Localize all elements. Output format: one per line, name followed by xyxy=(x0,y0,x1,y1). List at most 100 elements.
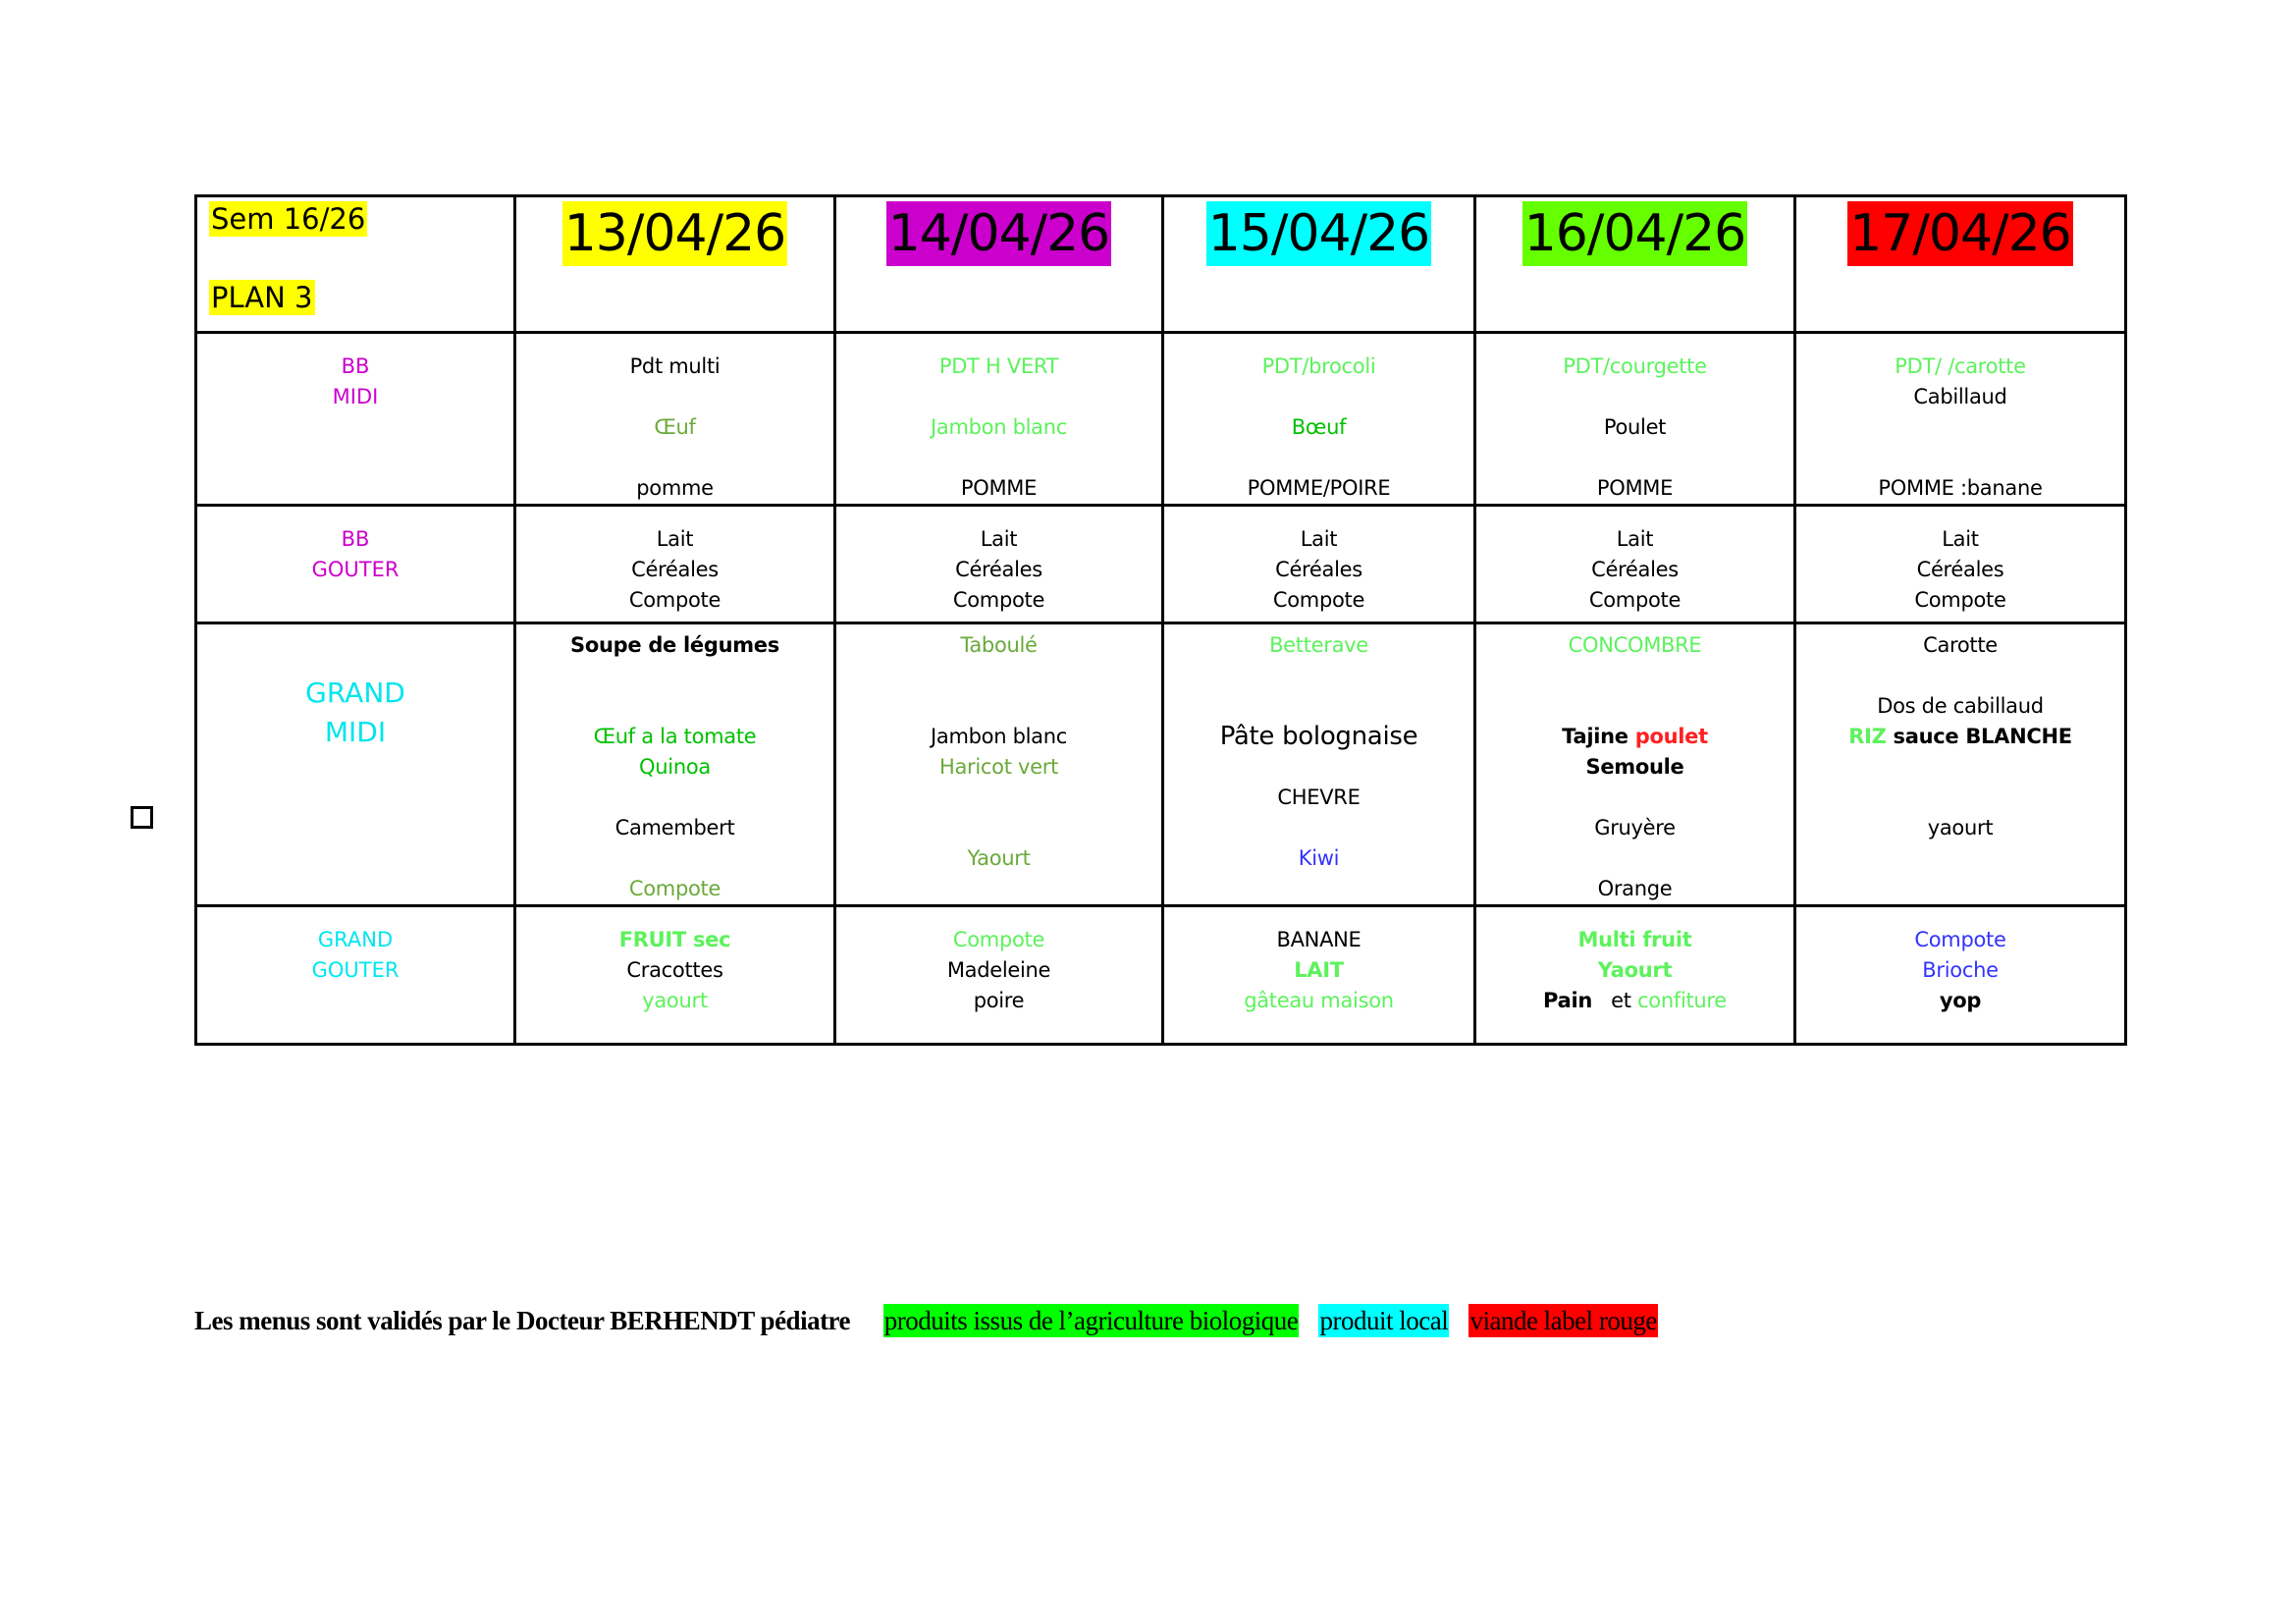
day-date: 16/04/26 xyxy=(1522,201,1748,266)
menu-line xyxy=(516,691,833,722)
menu-item: POMME xyxy=(960,476,1038,500)
menu-line: Yaourt xyxy=(1476,955,1793,986)
menu-item: gâteau maison xyxy=(1244,989,1394,1012)
menu-item: confiture xyxy=(1637,989,1727,1012)
day-date: 13/04/26 xyxy=(561,201,788,266)
menu-line: CONCOMBRE xyxy=(1476,630,1793,661)
menu-item: Yaourt xyxy=(967,846,1031,870)
menu-item: Compote xyxy=(1588,588,1682,612)
meal-label: BB xyxy=(341,527,370,551)
menu-line: Taboulé xyxy=(836,630,1161,661)
day-header: 13/04/26 xyxy=(513,194,836,334)
menu-item: Kiwi xyxy=(1298,846,1340,870)
menu-line: CHEVRE xyxy=(1164,783,1473,813)
day-date: 17/04/26 xyxy=(1847,201,2073,266)
menu-cell: PDT/ /carotte Cabillaud POMME :banane xyxy=(1793,331,2127,507)
menu-item: PDT H VERT xyxy=(938,354,1059,378)
menu-line xyxy=(1476,382,1793,412)
menu-line xyxy=(1796,661,2124,691)
menu-item: Céréales xyxy=(1591,558,1679,581)
menu-cell: FRUIT sec Cracottes yaourt xyxy=(513,904,836,1046)
legend-item: produits issus de l’agriculture biologiq… xyxy=(882,1304,1300,1337)
menu-item: Compote xyxy=(1914,588,2006,612)
menu-line xyxy=(1164,382,1473,412)
menu-line: Yaourt xyxy=(836,843,1161,874)
menu-line: Haricot vert xyxy=(836,752,1161,783)
menu-line: Compote xyxy=(836,925,1161,955)
menu-item: Multi fruit xyxy=(1577,928,1692,951)
menu-line: Pain et confiture xyxy=(1476,986,1793,1016)
meal-label-cell: GRAND GOUTER xyxy=(194,904,516,1046)
menu-item: Céréales xyxy=(631,558,719,581)
menu-line xyxy=(836,443,1161,473)
menu-item: Semoule xyxy=(1585,755,1684,779)
menu-item: CONCOMBRE xyxy=(1568,633,1702,657)
menu-item: Bœuf xyxy=(1291,415,1347,439)
menu-line: Pdt multi xyxy=(516,352,833,382)
menu-line xyxy=(516,843,833,874)
header-row: Sem 16/26 PLAN 3 13/04/26 14/04/26 15/04/2… xyxy=(194,194,2127,334)
menu-item: LAIT xyxy=(1294,958,1344,982)
menu-line xyxy=(836,661,1161,691)
menu-item: Compote xyxy=(952,928,1045,951)
checkbox-icon[interactable] xyxy=(131,806,153,829)
menu-line: Quinoa xyxy=(516,752,833,783)
menu-item: PDT/courgette xyxy=(1563,354,1707,378)
menu-line: Jambon blanc xyxy=(836,722,1161,752)
menu-line xyxy=(1476,661,1793,691)
menu-line xyxy=(836,813,1161,843)
menu-cell: Lait Céréales Compote xyxy=(1473,504,1796,624)
menu-line: Compote xyxy=(516,585,833,616)
menu-line: Multi fruit xyxy=(1476,925,1793,955)
menu-item: Tajine xyxy=(1562,725,1635,748)
menu-item: Betterave xyxy=(1269,633,1368,657)
menu-item: Lait xyxy=(1616,527,1654,551)
menu-line: Orange xyxy=(1476,874,1793,904)
menu-line xyxy=(516,382,833,412)
menu-item: POMME xyxy=(1596,476,1674,500)
menu-line: LAIT xyxy=(1164,955,1473,986)
menu-item: Camembert xyxy=(614,816,735,839)
menu-item: Dos de cabillaud xyxy=(1877,694,2044,718)
menu-item: Pain xyxy=(1543,989,1592,1012)
menu-line: Céréales xyxy=(516,555,833,585)
menu-item: sauce BLANCHE xyxy=(1886,725,2073,748)
menu-item: FRUIT sec xyxy=(618,928,731,951)
menu-line: Œuf a la tomate xyxy=(516,722,833,752)
menu-item: Soupe de légumes xyxy=(570,633,779,657)
menu-line: poire xyxy=(836,986,1161,1016)
validation-note: Les menus sont validés par le Docteur BE… xyxy=(194,1305,851,1335)
footer: Les menus sont validés par le Docteur BE… xyxy=(194,1303,1658,1338)
menu-line: Lait xyxy=(516,524,833,555)
menu-item: yaourt xyxy=(642,989,708,1012)
menu-item: Haricot vert xyxy=(938,755,1059,779)
menu-line: Compote xyxy=(1796,925,2124,955)
meal-row: GRAND GOUTER FRUIT sec Cracottes yaourt Compo… xyxy=(194,904,2127,1046)
menu-line xyxy=(1164,691,1473,722)
menu-item: Céréales xyxy=(1916,558,2004,581)
legend-item: viande label rouge xyxy=(1468,1304,1658,1337)
menu-line xyxy=(836,783,1161,813)
menu-item: Lait xyxy=(1300,527,1338,551)
menu-cell: Lait Céréales Compote xyxy=(1161,504,1476,624)
menu-line: Camembert xyxy=(516,813,833,843)
menu-line: Jambon blanc xyxy=(836,412,1161,443)
menu-item: Lait xyxy=(656,527,694,551)
menu-cell: CONCOMBRE Tajine poulet Semoule Gruyère Oran… xyxy=(1473,622,1796,907)
menu-line xyxy=(1164,813,1473,843)
menu-cell: Pdt multi Œuf pomme xyxy=(513,331,836,507)
menu-item: POMME/POIRE xyxy=(1247,476,1391,500)
menu-line xyxy=(1476,843,1793,874)
menu-line xyxy=(836,382,1161,412)
menu-line xyxy=(1164,752,1473,783)
day-header: 16/04/26 xyxy=(1473,194,1796,334)
menu-item: Taboulé xyxy=(960,633,1038,657)
menu-line: PDT/brocoli xyxy=(1164,352,1473,382)
menu-cell: Lait Céréales Compote xyxy=(513,504,836,624)
menu-item: Poulet xyxy=(1603,415,1667,439)
menu-item: yaourt xyxy=(1927,816,1994,839)
menu-line: Compote xyxy=(836,585,1161,616)
menu-item: poire xyxy=(973,989,1025,1012)
day-date: 15/04/26 xyxy=(1205,201,1432,266)
menu-line: Tajine poulet xyxy=(1476,722,1793,752)
